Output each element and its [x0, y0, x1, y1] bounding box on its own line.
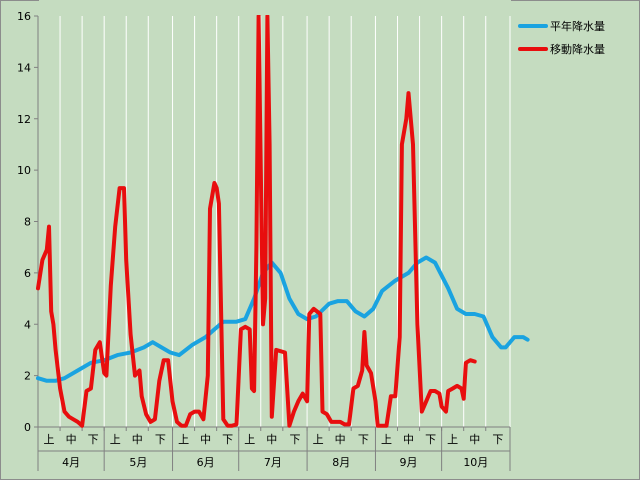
x-period-label: 下	[358, 433, 369, 446]
x-month-label: 4月	[62, 456, 80, 469]
x-period-label: 上	[447, 433, 458, 446]
series-line-1	[36, 255, 530, 383]
x-month-label: 10月	[463, 456, 488, 469]
y-tick-label: 12	[17, 113, 31, 126]
legend-label-1: 平年降水量	[550, 19, 605, 33]
x-month-label: 8月	[332, 456, 350, 469]
x-period-label: 中	[403, 433, 414, 446]
x-period-label: 上	[44, 433, 55, 446]
x-month-label: 7月	[264, 456, 282, 469]
plot-top-mask	[39, 0, 511, 15]
x-period-label: 下	[222, 433, 233, 446]
x-period-label: 上	[313, 433, 324, 446]
x-month-label: 9月	[400, 456, 418, 469]
x-period-label: 中	[132, 433, 143, 446]
series-line-2	[36, 14, 477, 428]
x-period-label: 上	[244, 433, 255, 446]
x-period-label: 下	[88, 433, 99, 446]
x-period-label: 下	[425, 433, 436, 446]
y-tick-label: 8	[24, 216, 31, 229]
x-month-label: 5月	[129, 456, 147, 469]
y-tick-label: 10	[17, 164, 31, 177]
series-lines	[36, 0, 530, 428]
x-month-label: 6月	[197, 456, 215, 469]
x-period-label: 上	[110, 433, 121, 446]
x-period-label: 下	[155, 433, 166, 446]
y-tick-label: 4	[24, 318, 31, 331]
x-period-label: 下	[492, 433, 503, 446]
x-period-label: 中	[200, 433, 211, 446]
x-axis-categories: 上中下4月上中下5月上中下6月上中下7月上中下8月上中下9月上中下10月	[37, 427, 511, 471]
legend-label-2: 移動降水量	[550, 42, 605, 56]
y-tick-label: 0	[24, 421, 31, 434]
y-tick-label: 14	[17, 61, 31, 74]
y-tick-label: 16	[17, 10, 31, 23]
y-tick-label: 6	[24, 267, 31, 280]
x-period-label: 上	[178, 433, 189, 446]
x-period-label: 中	[469, 433, 480, 446]
x-period-label: 中	[266, 433, 277, 446]
x-period-label: 下	[289, 433, 300, 446]
x-period-label: 中	[335, 433, 346, 446]
y-tick-label: 2	[24, 370, 31, 383]
x-period-label: 上	[381, 433, 392, 446]
y-axis-ticks: 0 2 4 6 8 10 12 14 16	[17, 10, 38, 434]
x-period-label: 中	[66, 433, 77, 446]
